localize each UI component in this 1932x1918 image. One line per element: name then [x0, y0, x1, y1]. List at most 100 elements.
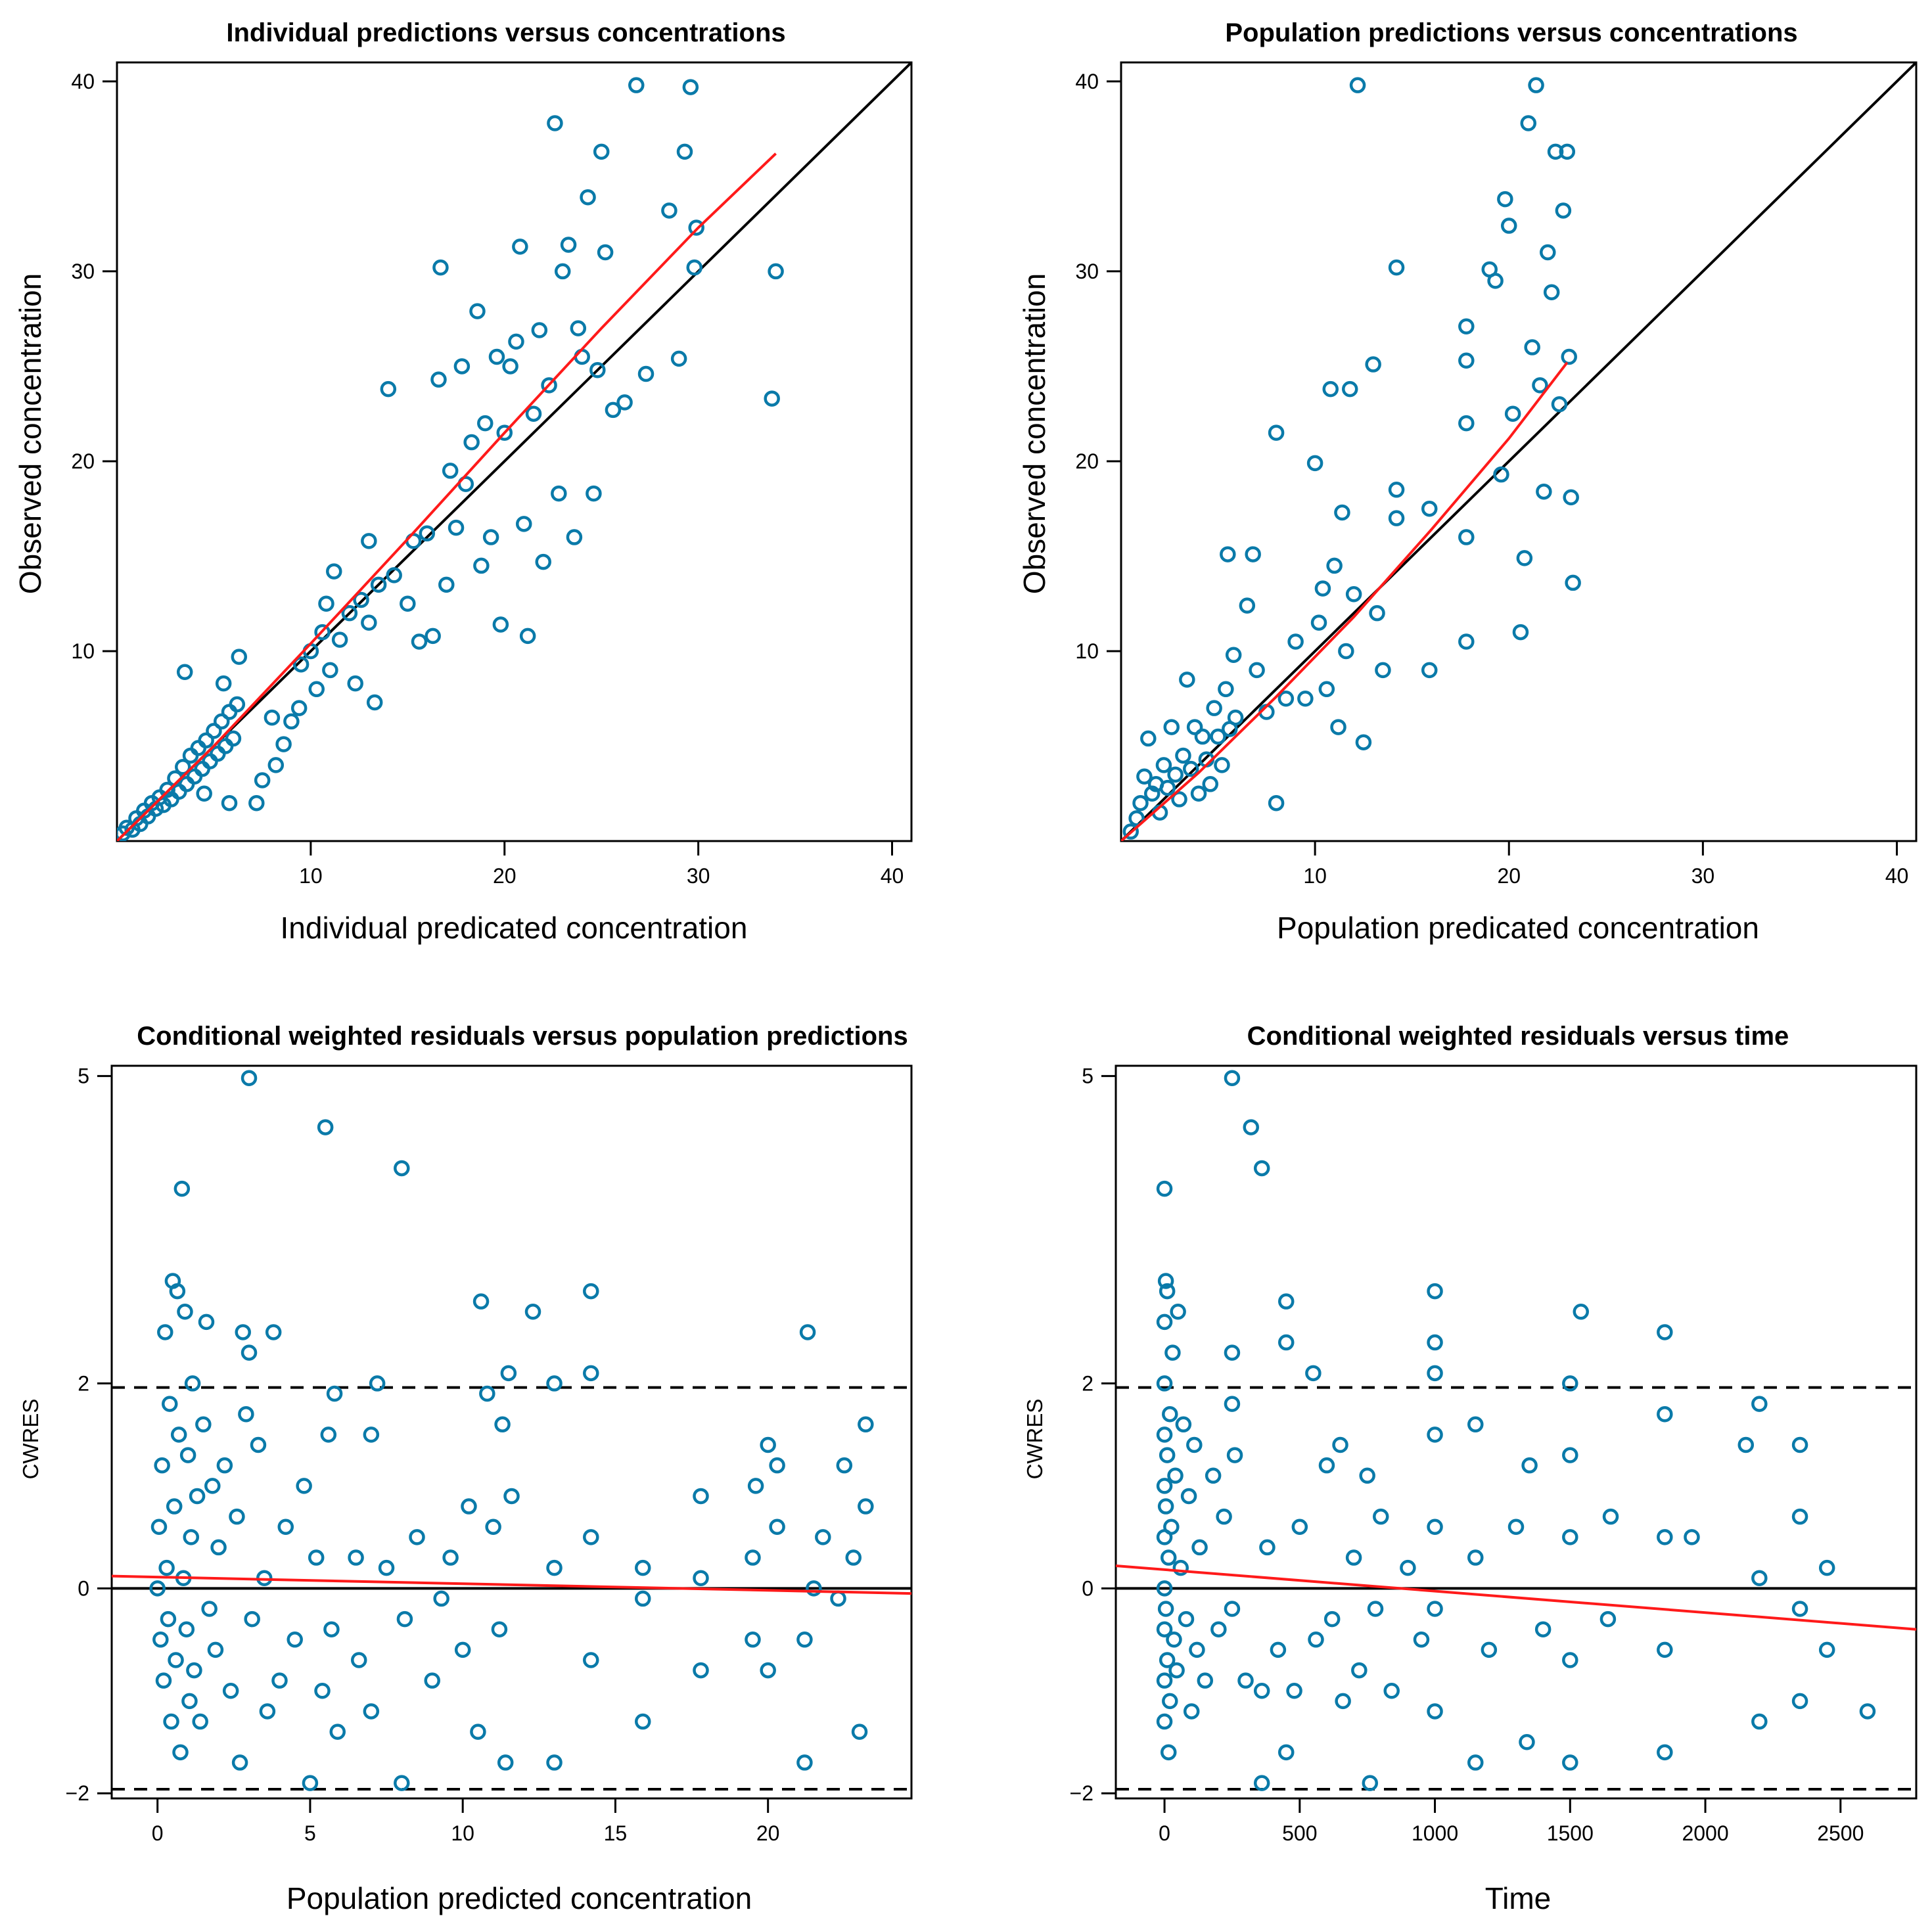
data-point [693, 1488, 709, 1505]
data-point [1167, 1467, 1184, 1484]
data-point [1657, 1405, 1673, 1423]
data-point [265, 1324, 282, 1340]
x-tick-label: 500 [1282, 1821, 1317, 1845]
data-point [1140, 730, 1157, 747]
data-point [1180, 1488, 1197, 1505]
data-point [222, 1683, 239, 1699]
data-point [1277, 1293, 1295, 1310]
data-point [1277, 690, 1295, 707]
chart-title: Conditional weighted residuals versus ti… [1247, 1022, 1789, 1051]
data-point [207, 1641, 224, 1658]
x-tick-label: 40 [881, 864, 904, 888]
x-tick-label: 0 [1159, 1821, 1170, 1845]
data-point [637, 365, 655, 382]
data-point [175, 759, 191, 775]
data-point [634, 1713, 651, 1730]
plot-frame [1120, 61, 1918, 842]
data-point [1458, 633, 1475, 650]
data-point [1122, 823, 1139, 840]
data-point [1291, 1518, 1308, 1535]
panel-cwres-vs-time: Conditional weighted residuals versus ti… [1023, 1022, 1918, 1915]
data-point [1504, 405, 1521, 422]
data-point [1191, 1539, 1208, 1556]
data-point [500, 1365, 517, 1382]
data-point [1205, 1467, 1222, 1484]
data-point [248, 794, 265, 811]
data-point [1277, 1744, 1295, 1761]
y-axis-label: Observed concentration [13, 273, 47, 594]
data-point [470, 1724, 486, 1740]
data-point [1268, 424, 1285, 441]
data-point [1156, 1580, 1173, 1597]
data-point [1458, 529, 1475, 545]
data-point [162, 1396, 178, 1412]
data-point [764, 390, 780, 407]
data-point [1362, 1775, 1379, 1791]
data-point [183, 1529, 200, 1545]
x-tick-label: 10 [1303, 864, 1327, 888]
data-point [469, 303, 486, 319]
data-point [1427, 1601, 1443, 1617]
data-point [488, 348, 505, 365]
data-point [1322, 380, 1339, 398]
data-point [1202, 776, 1219, 792]
data-point [170, 1427, 187, 1443]
data-point [1172, 1559, 1189, 1576]
data-point [1543, 284, 1560, 300]
y-tick-label: 0 [1082, 1576, 1093, 1600]
data-point [1657, 1641, 1673, 1658]
y-tick-label: 10 [71, 639, 95, 663]
data-point [477, 415, 494, 432]
data-point [1421, 500, 1438, 517]
data-point [454, 1641, 471, 1658]
trend-line [1116, 1564, 1916, 1631]
data-point [519, 628, 536, 645]
data-point [1224, 1601, 1241, 1617]
data-point [1528, 77, 1544, 93]
data-point [583, 1365, 599, 1382]
data-point [347, 675, 363, 692]
data-point [322, 662, 338, 679]
data-point [693, 1570, 709, 1586]
data-point [1167, 766, 1184, 783]
x-tick-label: 2500 [1817, 1821, 1864, 1845]
data-point [341, 605, 358, 622]
data-point [1427, 1283, 1443, 1300]
data-point [326, 1385, 343, 1402]
data-point [1536, 483, 1552, 500]
data-point [1259, 1539, 1276, 1556]
data-point [491, 1621, 508, 1637]
y-tick-label: −2 [1070, 1781, 1093, 1805]
data-point [163, 1713, 179, 1730]
data-point [830, 1590, 846, 1607]
data-point [400, 595, 416, 612]
data-point [593, 143, 610, 160]
data-point [259, 1703, 276, 1720]
data-point [1859, 1703, 1876, 1720]
data-point [1521, 1457, 1538, 1474]
data-point [1156, 1313, 1173, 1331]
data-point [314, 1683, 331, 1699]
data-point [184, 1375, 201, 1392]
data-point [173, 1180, 191, 1197]
data-point [198, 1313, 215, 1331]
panel-population-predictions: Population predictions versus concentrat… [1017, 18, 1918, 945]
data-point [221, 704, 238, 720]
data-point [177, 1304, 193, 1320]
data-point [1323, 1610, 1341, 1628]
data-point [1156, 1672, 1173, 1689]
data-point [1524, 339, 1540, 355]
data-point [192, 1713, 208, 1730]
data-point [348, 1549, 364, 1566]
data-point [1156, 1375, 1173, 1392]
data-point [1751, 1570, 1768, 1586]
data-point [217, 738, 234, 754]
data-point [195, 1416, 212, 1433]
data-point [1791, 1601, 1808, 1617]
data-point [1159, 1447, 1176, 1463]
data-point [745, 1549, 761, 1566]
data-point [1249, 662, 1265, 679]
data-point [1128, 810, 1145, 827]
data-point [369, 1375, 386, 1392]
data-point [1562, 1652, 1578, 1668]
